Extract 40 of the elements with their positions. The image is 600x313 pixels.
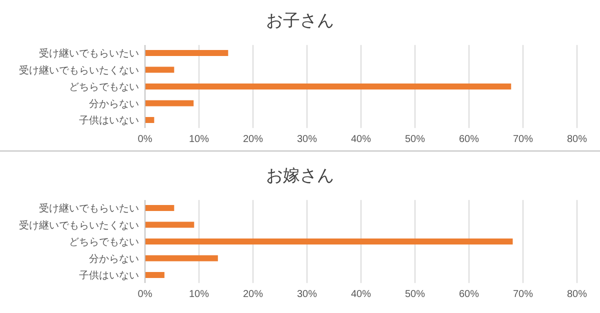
x-tick-label: 60%: [458, 289, 480, 300]
x-tick-label: 40%: [350, 289, 372, 300]
x-tick-label: 80%: [566, 134, 588, 145]
x-tick-label: 10%: [188, 134, 210, 145]
x-tick-label: 80%: [566, 289, 588, 300]
x-tick-label: 30%: [296, 289, 318, 300]
y-tick-label: 受け継いでもらいたくない: [19, 64, 139, 76]
y-tick-label: 分からない: [89, 252, 139, 265]
x-tick-label: 10%: [188, 289, 210, 300]
x-tick-label: 0%: [138, 134, 152, 145]
bar: [145, 66, 174, 73]
bar: [145, 84, 512, 90]
chart-title: お嫁さん: [266, 166, 334, 185]
x-tick-label: 50%: [404, 134, 426, 145]
y-tick-label: 子供はいない: [79, 116, 139, 126]
x-tick-label: 0%: [138, 289, 152, 300]
x-tick-label: 50%: [404, 289, 426, 300]
y-tick-label: どちらでもない: [69, 82, 139, 93]
x-tick-label: 60%: [458, 134, 480, 145]
x-tick-label: 20%: [242, 134, 264, 145]
y-tick-label: 受け継いでもらいたくない: [19, 219, 139, 232]
bar: [145, 50, 228, 56]
x-tick-label: 40%: [350, 134, 372, 145]
y-tick-label: 分からない: [89, 98, 139, 110]
y-tick-label: 受け継いでもらいたい: [39, 48, 139, 60]
x-tick-label: 70%: [512, 134, 534, 145]
bar: [145, 222, 194, 228]
y-tick-label: 受け継いでもらいたい: [39, 202, 139, 214]
bar: [145, 238, 513, 244]
bar: [145, 272, 164, 278]
bar: [145, 255, 218, 262]
x-tick-label: 70%: [512, 289, 534, 300]
bar: [145, 205, 174, 211]
bar: [145, 117, 154, 123]
y-tick-label: 子供はいない: [79, 270, 139, 282]
chart-title: お子さん: [266, 11, 334, 30]
bar: [145, 100, 194, 106]
x-tick-label: 30%: [296, 134, 318, 145]
x-tick-label: 20%: [242, 289, 264, 300]
y-tick-label: どちらでもない: [69, 237, 139, 248]
